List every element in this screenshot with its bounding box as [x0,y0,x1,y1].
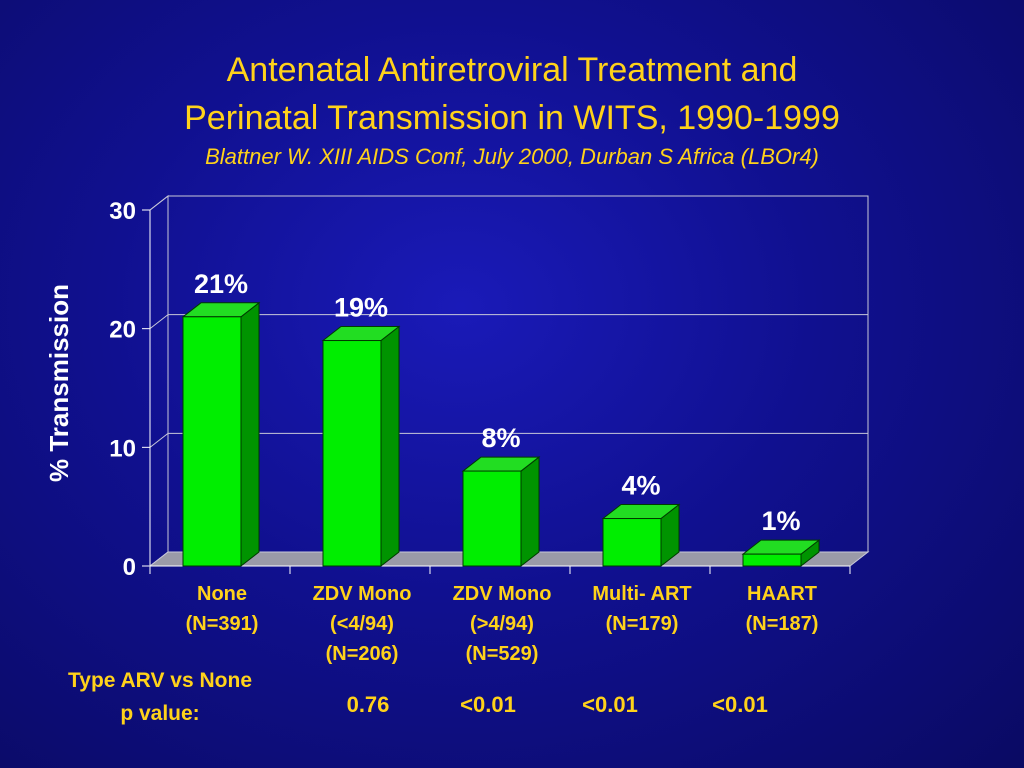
x-category-label: (N=206) [326,643,399,665]
x-category-label: (N=391) [186,613,259,635]
slide-subtitle: Blattner W. XIII AIDS Conf, July 2000, D… [205,144,819,169]
x-category-label: None [197,583,247,605]
bar-data-label: 8% [481,423,520,453]
bar [321,325,401,568]
bar [601,503,681,568]
bar [181,301,261,568]
bar-data-label: 1% [761,506,800,536]
slide-title-line2: Perinatal Transmission in WITS, 1990-199… [184,99,840,137]
x-category-label: (<4/94) [330,613,394,635]
footer-label-line2: p value: [120,702,200,725]
bar-data-label: 21% [194,269,248,299]
p-value-multi-art: <0.01 [582,692,638,717]
gridline-side [149,195,169,211]
x-category-label: (N=529) [466,643,539,665]
bar [741,539,821,568]
bar-side-face [240,301,260,568]
x-category-label: (N=187) [746,613,819,635]
x-category-label: ZDV Mono [453,583,552,605]
bar-front-face [182,316,242,567]
bar-front-face [462,470,522,567]
bar-side-face [520,456,540,568]
x-category-label: (>4/94) [470,613,534,635]
bar-front-face [602,518,662,567]
p-value-haart: <0.01 [712,692,768,717]
y-tick-label: 10 [109,435,136,462]
x-category-label: HAART [747,583,817,605]
y-tick-label: 0 [123,554,136,581]
gridline-side [149,432,169,448]
y-tick-label: 20 [109,317,136,344]
p-value-zdv-mono-pre: 0.76 [346,692,390,717]
bar-data-label: 4% [621,471,660,501]
bar-data-label: 19% [334,293,388,323]
slide-title-line1: Antenatal Antiretroviral Treatment and [226,51,798,89]
bar-front-face [742,553,802,567]
x-category-label: (N=179) [606,613,679,635]
gridline-side [149,314,169,330]
plot-side-wall [149,194,169,568]
p-value-zdv-mono-post: <0.01 [460,692,516,717]
bar-side-face [380,325,400,568]
bar-front-face [322,340,382,567]
x-category-label: Multi- ART [592,583,691,605]
x-category-label: ZDV Mono [313,583,412,605]
y-axis-title: % Transmission [44,284,74,482]
bar [461,456,541,568]
y-tick-label: 30 [109,198,136,225]
footer-label-line1: Type ARV vs None [68,669,252,692]
